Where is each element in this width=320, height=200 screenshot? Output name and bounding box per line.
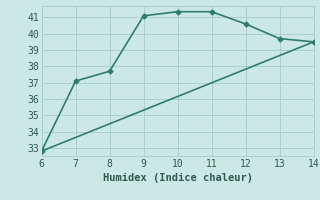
X-axis label: Humidex (Indice chaleur): Humidex (Indice chaleur)	[103, 173, 252, 183]
